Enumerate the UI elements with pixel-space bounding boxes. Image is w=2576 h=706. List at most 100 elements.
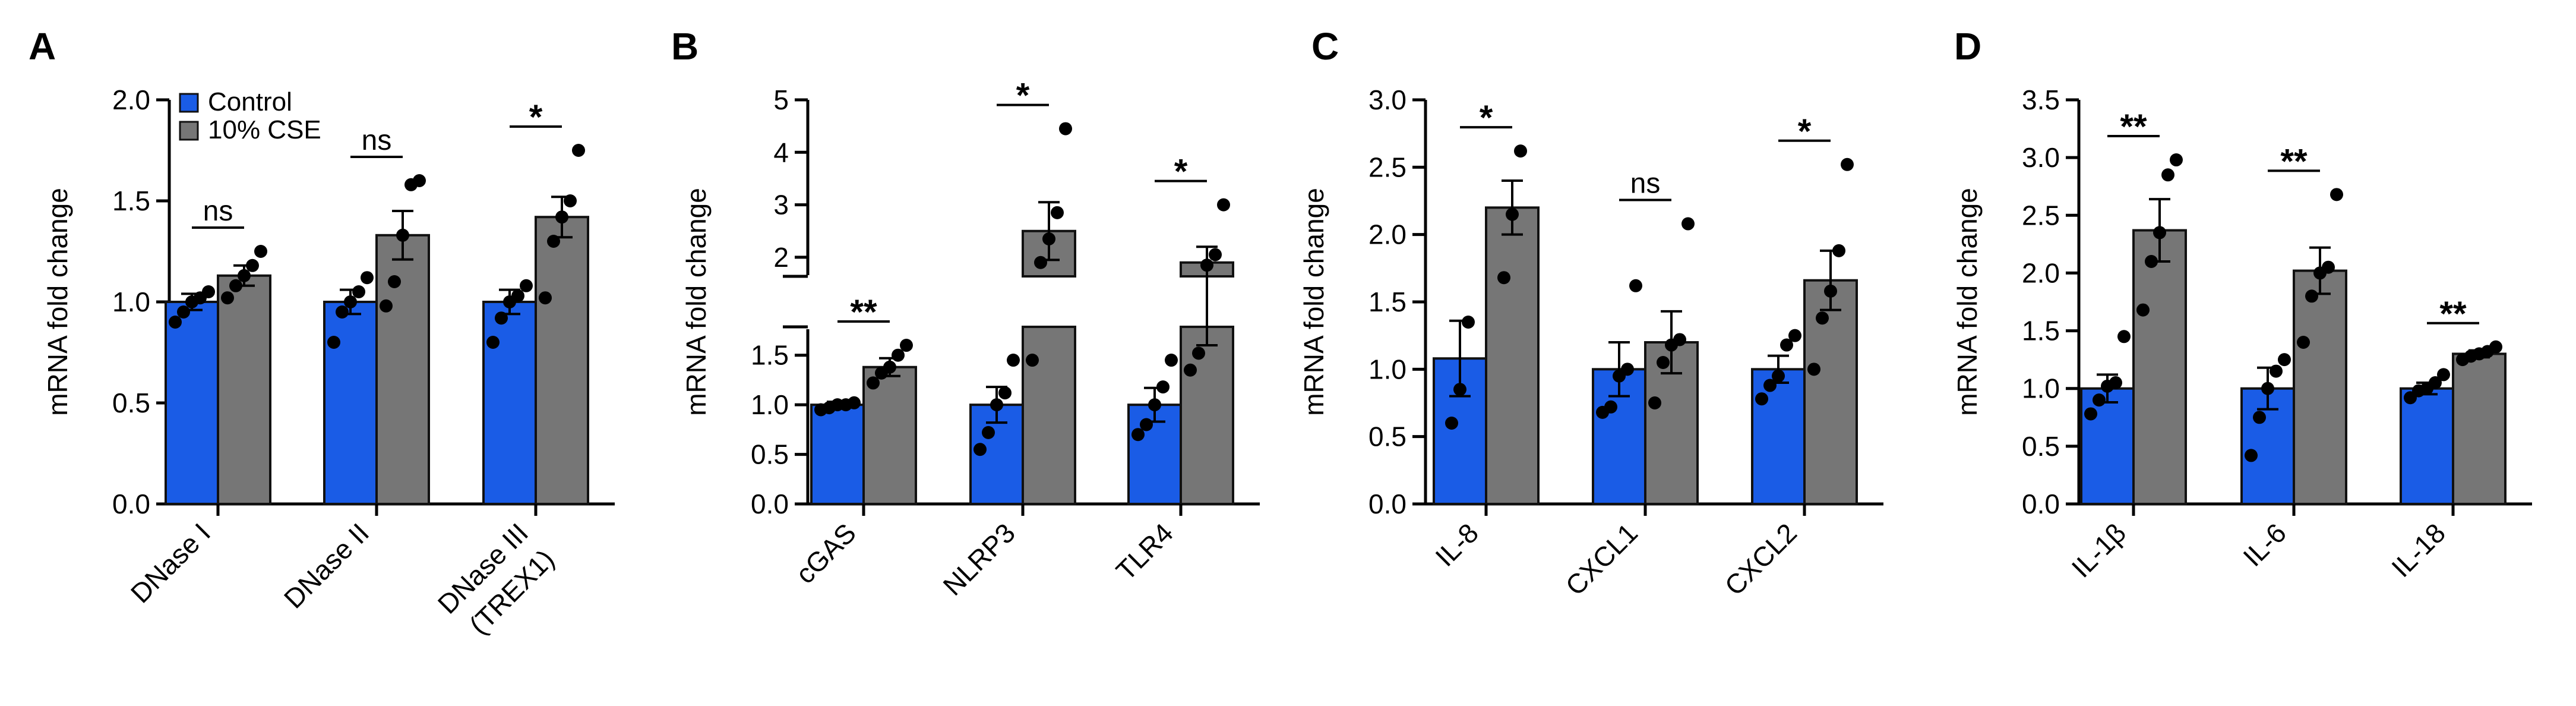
y-tick-label: 1.5	[1368, 286, 1406, 317]
data-point	[246, 259, 259, 272]
data-point	[1788, 329, 1801, 342]
data-point	[1824, 284, 1837, 298]
panel-letter: B	[671, 25, 698, 68]
data-point	[1192, 346, 1205, 360]
data-point	[1807, 363, 1820, 376]
data-point	[572, 144, 585, 157]
data-point	[1042, 232, 1055, 246]
legend-swatch-control	[179, 93, 199, 113]
data-point	[2429, 376, 2442, 389]
data-point	[1165, 354, 1178, 367]
x-tick-label: NLRP3	[937, 517, 1021, 601]
x-tick-label: DNase I	[125, 517, 216, 609]
y-tick-label: 2.0	[112, 84, 150, 115]
data-point	[2093, 393, 2106, 407]
data-point	[511, 289, 524, 302]
significance-label: **	[2439, 295, 2467, 333]
data-point	[1681, 217, 1695, 231]
data-point	[361, 271, 374, 285]
y-tick-label: 0.0	[751, 488, 789, 519]
data-point	[547, 235, 560, 248]
bar-cse	[1180, 326, 1234, 505]
data-point	[1462, 316, 1475, 329]
y-tick-label: 1.0	[1368, 354, 1406, 384]
data-point	[2489, 340, 2502, 354]
y-axis-label: mRNA fold change	[1298, 188, 1329, 416]
data-point	[388, 275, 401, 288]
significance-label: **	[850, 293, 877, 332]
data-point	[2161, 168, 2174, 182]
data-point	[2245, 449, 2258, 462]
y-tick-label: 5	[773, 84, 789, 115]
y-tick-label: 1.0	[751, 389, 789, 420]
data-point	[2145, 255, 2158, 268]
data-point	[1755, 392, 1768, 406]
data-point	[2084, 407, 2097, 421]
bar-cse	[375, 234, 430, 505]
significance-label: *	[1016, 77, 1030, 115]
y-axis-label: mRNA fold change	[1952, 188, 1983, 416]
y-tick-label: 2.5	[1368, 152, 1406, 182]
y-tick-label: 2.0	[1368, 219, 1406, 250]
bar-cse	[535, 216, 589, 505]
y-tick-label: 3.0	[2022, 142, 2060, 173]
data-point	[1026, 354, 1039, 367]
y-tick-label: 1.5	[112, 185, 150, 216]
data-point	[1217, 198, 1230, 212]
bar-control	[165, 301, 219, 505]
data-point	[1051, 206, 1064, 219]
panel-letter: C	[1311, 25, 1339, 68]
data-point	[336, 305, 349, 319]
y-axis-label: mRNA fold change	[681, 188, 712, 416]
data-point	[1034, 256, 1047, 269]
data-point	[982, 426, 995, 439]
data-point	[883, 360, 896, 374]
data-point	[1453, 383, 1466, 396]
x-tick-label: IL-1β	[2066, 517, 2132, 584]
y-axis-label: mRNA fold change	[42, 188, 73, 416]
data-point	[998, 386, 1012, 400]
data-point	[1148, 398, 1161, 412]
data-point	[867, 376, 880, 390]
data-point	[2305, 289, 2318, 303]
data-point	[892, 348, 905, 362]
data-point	[238, 269, 251, 282]
x-tick-label: CXCL1	[1559, 517, 1643, 601]
data-point	[2330, 188, 2343, 201]
y-tick-label: 3.0	[1368, 84, 1406, 115]
bar-cse	[217, 274, 271, 505]
panel-letter: D	[1954, 25, 1981, 68]
legend-label-cse: 10% CSE	[208, 115, 321, 144]
data-point	[177, 305, 190, 319]
bar-control	[2080, 387, 2135, 506]
significance-label: *	[1480, 99, 1493, 137]
data-point	[2136, 303, 2150, 317]
data-point	[396, 228, 409, 242]
y-tick-label: 0.0	[112, 488, 150, 519]
y-tick-label: 2.5	[2022, 200, 2060, 231]
data-point	[539, 291, 552, 305]
data-point	[1497, 271, 1510, 285]
data-point	[1832, 244, 1845, 257]
data-point	[1209, 248, 1222, 261]
y-tick-label: 3	[773, 190, 789, 220]
bar-cse	[1485, 206, 1540, 505]
data-point	[352, 285, 365, 298]
significance-label: ns	[203, 196, 233, 227]
data-point	[2437, 368, 2450, 382]
data-point	[327, 336, 340, 349]
bar-cse	[2452, 352, 2507, 506]
y-tick-label: 0.0	[1368, 488, 1406, 519]
bar-control	[323, 301, 378, 505]
data-point	[1140, 418, 1153, 431]
data-point	[1673, 333, 1686, 346]
data-point	[1629, 279, 1642, 292]
data-point	[2297, 336, 2310, 349]
data-point	[495, 311, 508, 325]
data-point	[2270, 364, 2283, 378]
data-point	[254, 245, 267, 258]
bar-control	[810, 404, 865, 506]
